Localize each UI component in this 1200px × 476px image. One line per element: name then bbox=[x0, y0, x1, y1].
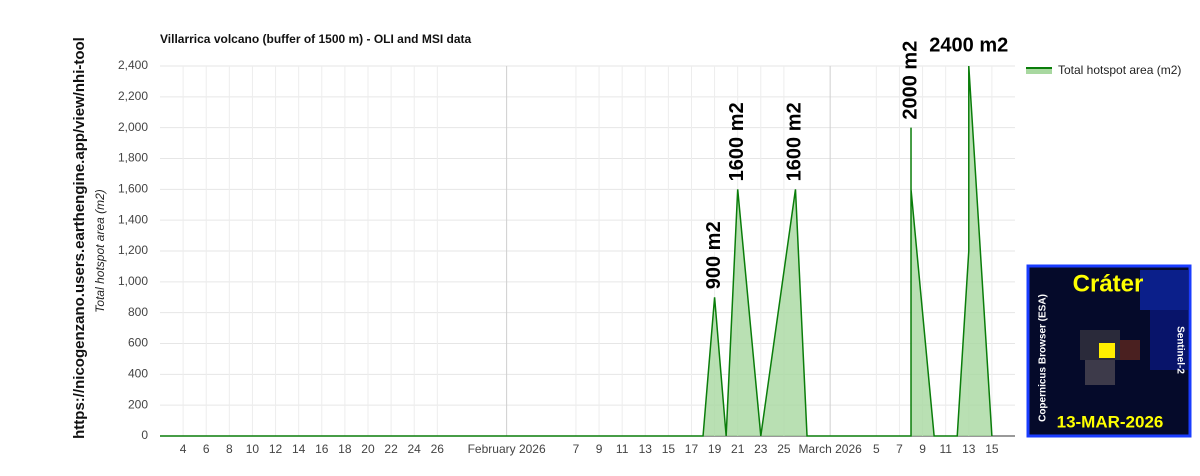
y-tick-label: 400 bbox=[128, 367, 148, 381]
x-tick-label: 8 bbox=[226, 442, 233, 456]
y-tick-label: 2,000 bbox=[118, 120, 148, 134]
x-tick-label: 19 bbox=[708, 442, 722, 456]
side-url: https://nicogenzano.users.earthengine.ap… bbox=[71, 37, 88, 439]
x-tick-label: 4 bbox=[180, 442, 187, 456]
x-tick-label: 7 bbox=[573, 442, 580, 456]
x-tick-label: 18 bbox=[338, 442, 352, 456]
x-tick-label: 15 bbox=[662, 442, 676, 456]
annotation: 1600 m2 bbox=[784, 102, 806, 181]
y-tick-label: 1,000 bbox=[118, 274, 148, 288]
inset-image: Cráter Copernicus Browser (ESA) Sentinel… bbox=[1026, 264, 1192, 438]
y-tick-label: 2,200 bbox=[118, 89, 148, 103]
inset-hotspot bbox=[1099, 343, 1115, 358]
y-tick-label: 2,400 bbox=[118, 58, 148, 72]
y-tick-label: 200 bbox=[128, 397, 148, 411]
x-tick-label: 11 bbox=[616, 442, 629, 456]
x-tick-label: 7 bbox=[896, 442, 903, 456]
y-tick-label: 1,600 bbox=[118, 182, 148, 196]
x-tick-label: 22 bbox=[384, 442, 398, 456]
annotation: 900 m2 bbox=[703, 221, 725, 289]
x-tick-label: February 2026 bbox=[468, 442, 546, 456]
plot: 0 200 400 600 800 1,000 1,200 1,400 1,600 1,800 2,… bbox=[118, 34, 1181, 456]
x-tick-label: 25 bbox=[777, 442, 791, 456]
x-tick-label: 9 bbox=[596, 442, 603, 456]
x-tick-label: 23 bbox=[754, 442, 768, 456]
annotation: 1600 m2 bbox=[726, 102, 748, 181]
x-tick-label: 21 bbox=[731, 442, 745, 456]
annotation: 2000 m2 bbox=[899, 41, 921, 120]
x-tick-label: 9 bbox=[919, 442, 926, 456]
inset-title: Cráter bbox=[1073, 270, 1144, 297]
inset-date: 13-MAR-2026 bbox=[1057, 412, 1164, 431]
x-tick-label: 13 bbox=[962, 442, 976, 456]
x-tick-label: 15 bbox=[985, 442, 999, 456]
area bbox=[160, 66, 992, 436]
x-tick-label: 24 bbox=[408, 442, 422, 456]
x-tick-label: March 2026 bbox=[798, 442, 862, 456]
y-tick-label: 1,400 bbox=[118, 212, 148, 226]
inset-right-label: Sentinel-2 bbox=[1174, 326, 1185, 374]
x-tick-label: 16 bbox=[315, 442, 329, 456]
x-tick-label: 14 bbox=[292, 442, 306, 456]
x-tick-label: 11 bbox=[939, 442, 952, 456]
y-tick-label: 1,800 bbox=[118, 151, 148, 165]
x-tick-label: 17 bbox=[685, 442, 699, 456]
inset-left-label: Copernicus Browser (ESA) bbox=[1038, 294, 1049, 422]
x-tick-label: 26 bbox=[431, 442, 445, 456]
x-tick-label: 12 bbox=[269, 442, 283, 456]
y-tick-label: 0 bbox=[141, 428, 148, 442]
annotation: 2400 m2 bbox=[929, 34, 1008, 56]
y-tick-label: 800 bbox=[128, 305, 148, 319]
x-tick-label: 6 bbox=[203, 442, 210, 456]
y-tick-label: 1,200 bbox=[118, 243, 148, 257]
x-tick-label: 13 bbox=[639, 442, 653, 456]
chart-title: Villarrica volcano (buffer of 1500 m) - … bbox=[160, 32, 472, 46]
inset-pixels bbox=[1140, 270, 1188, 310]
inset-pixels bbox=[1150, 310, 1188, 370]
y-tick-label: 600 bbox=[128, 336, 148, 350]
legend-label: Total hotspot area (m2) bbox=[1058, 63, 1181, 77]
legend-swatch bbox=[1026, 68, 1052, 74]
x-tick-label: 5 bbox=[873, 442, 880, 456]
inset-pixels bbox=[1120, 340, 1140, 360]
x-tick-label: 10 bbox=[246, 442, 260, 456]
y-axis-label: Total hotspot area (m2) bbox=[93, 189, 107, 313]
line bbox=[160, 65, 993, 437]
inset-pixels bbox=[1085, 360, 1115, 385]
x-tick-label: 20 bbox=[361, 442, 375, 456]
